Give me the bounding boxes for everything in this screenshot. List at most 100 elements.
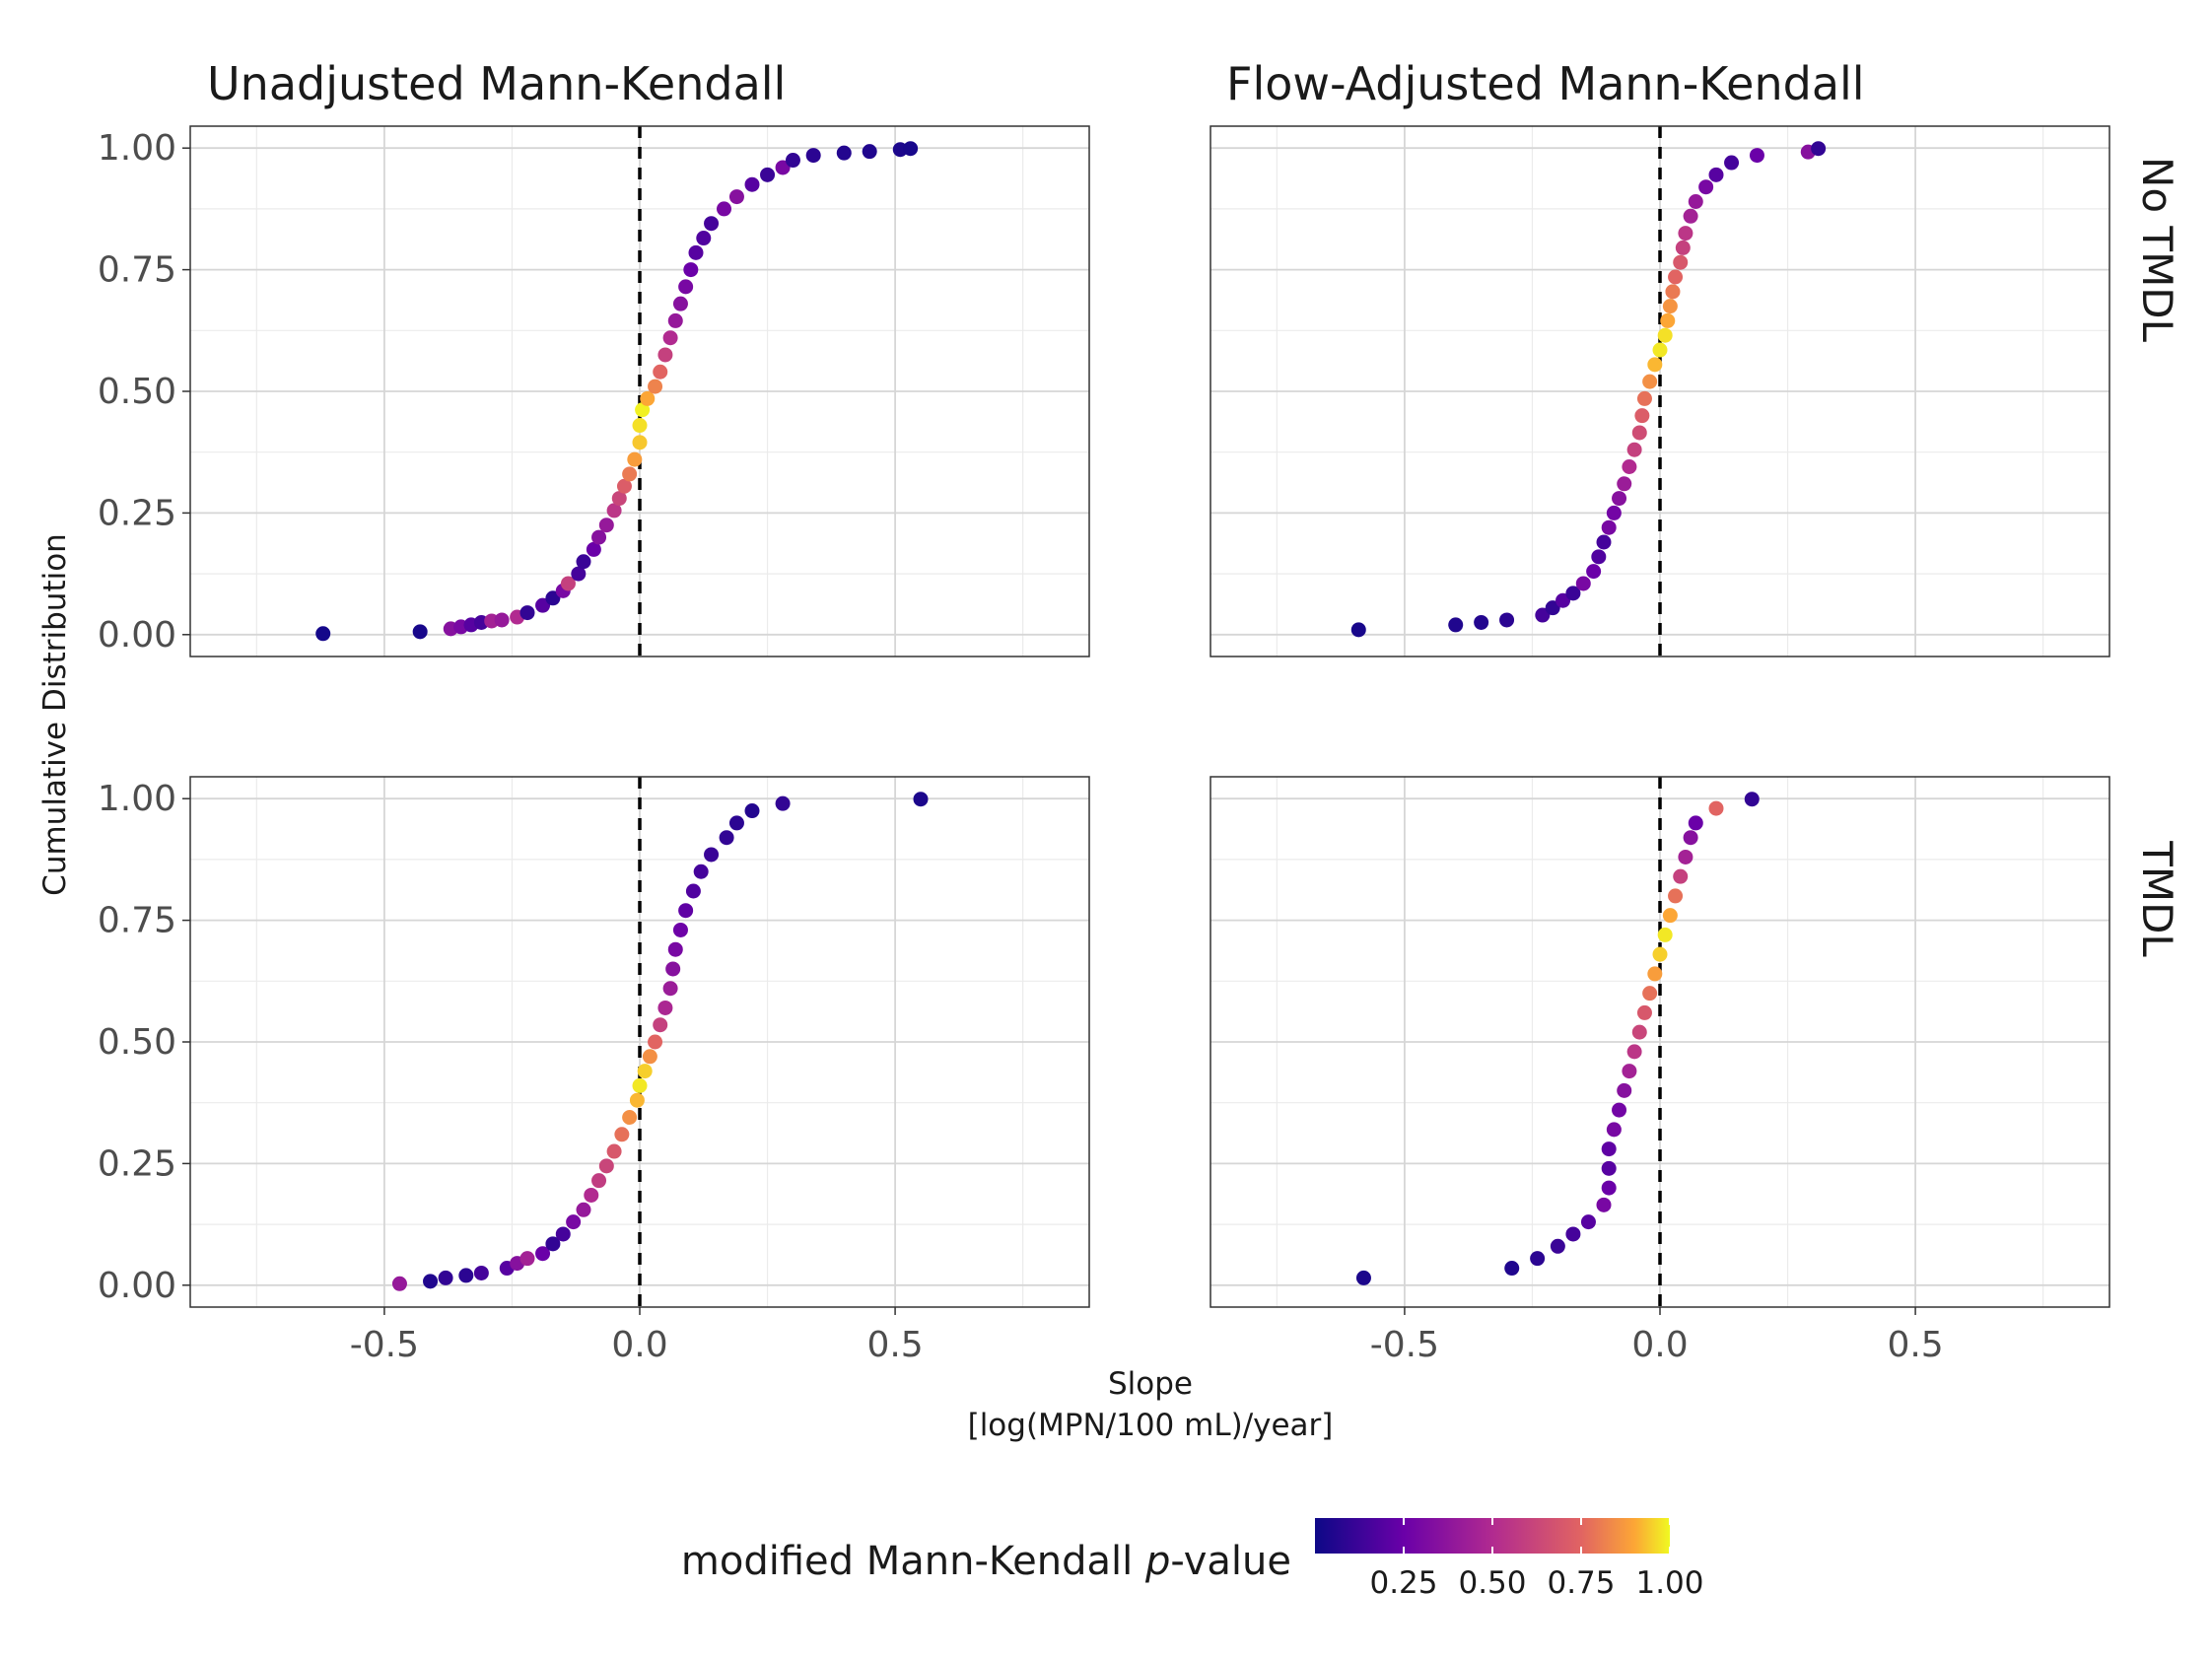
data-point <box>1601 1180 1617 1196</box>
data-point <box>494 612 510 628</box>
data-point <box>566 1214 582 1230</box>
data-point <box>913 792 929 807</box>
data-point <box>598 518 614 533</box>
panel-title-unadjusted: Unadjusted Mann-Kendall <box>207 57 786 110</box>
x-axis-title-line1: Slope <box>1108 1366 1193 1402</box>
data-point <box>586 541 601 557</box>
data-point <box>662 330 678 346</box>
data-point <box>519 1251 535 1267</box>
data-point <box>1504 1261 1520 1277</box>
data-point <box>704 216 720 232</box>
data-point <box>1565 586 1581 601</box>
x-tick-label: 0.5 <box>1887 1325 1943 1365</box>
data-point <box>606 503 622 518</box>
color-legend: modified Mann-Kendall p-value 0.25 0.50 0.… <box>681 1518 1704 1601</box>
data-point <box>1673 868 1689 884</box>
x-tick-label: 0.0 <box>611 1325 667 1365</box>
data-point <box>1749 148 1764 164</box>
data-point <box>862 144 877 160</box>
data-point <box>657 347 673 363</box>
data-point <box>1355 1270 1371 1285</box>
data-point <box>717 201 731 217</box>
legend-title-suffix: -value <box>1170 1539 1291 1584</box>
y-tick-label: 0.75 <box>98 901 176 941</box>
data-point <box>678 903 694 919</box>
data-point <box>1535 607 1551 623</box>
legend-tick-label: 0.75 <box>1547 1565 1615 1601</box>
data-point <box>1668 888 1684 904</box>
data-point <box>672 296 688 311</box>
y-tick-label: 0.50 <box>98 1022 176 1063</box>
data-point <box>1575 576 1591 591</box>
data-point <box>1596 534 1612 550</box>
panel-0: 0.00 0.25 0.50 0.75 1.00 <box>98 125 1090 657</box>
data-point <box>1647 966 1663 982</box>
data-point <box>1626 1044 1642 1060</box>
y-tick-label: 0.50 <box>98 372 176 412</box>
data-point <box>640 390 656 406</box>
data-point <box>785 153 800 169</box>
data-point <box>591 1173 607 1189</box>
data-point <box>1586 564 1602 580</box>
data-point <box>1601 1160 1617 1176</box>
data-point <box>632 435 648 450</box>
legend-title-text: modified Mann-Kendall <box>681 1539 1145 1584</box>
data-point <box>458 1268 474 1283</box>
data-point <box>632 418 648 434</box>
data-point <box>315 626 331 642</box>
data-point <box>728 189 744 205</box>
x-tick-label: 0.5 <box>866 1325 923 1365</box>
data-point <box>423 1274 439 1289</box>
data-point <box>728 815 744 831</box>
data-point <box>760 167 776 182</box>
data-point <box>1601 519 1617 535</box>
data-point <box>685 883 701 899</box>
panel-title-flow-adjusted: Flow-Adjusted Mann-Kendall <box>1226 57 1865 110</box>
y-axis-title: Cumulative Distribution <box>37 533 73 896</box>
data-point <box>1675 240 1691 255</box>
data-point <box>591 529 607 545</box>
data-point <box>1683 208 1698 224</box>
y-tick-label: 0.25 <box>98 493 176 533</box>
data-point <box>648 379 663 394</box>
data-point <box>648 1034 663 1050</box>
data-point <box>1642 986 1658 1002</box>
data-point <box>1601 1141 1617 1157</box>
data-point <box>391 1276 407 1291</box>
data-point <box>704 847 720 863</box>
data-point <box>584 1187 599 1203</box>
data-point <box>1499 612 1515 628</box>
data-point <box>642 1049 657 1065</box>
panel-border <box>1210 125 2110 657</box>
data-point <box>622 466 638 482</box>
data-point <box>1642 374 1658 389</box>
data-point <box>688 244 704 260</box>
data-point <box>665 961 681 977</box>
y-tick-label: 0.00 <box>98 1266 176 1306</box>
data-point <box>744 176 760 192</box>
legend-tick-label: 0.50 <box>1458 1565 1526 1601</box>
data-point <box>616 478 632 494</box>
panel-3: -0.5 0.0 0.5 <box>1210 776 2110 1365</box>
strip-label-tmdl: TMDL <box>2133 840 2181 957</box>
data-point <box>1647 357 1663 373</box>
data-point <box>629 1092 645 1108</box>
data-point <box>1668 269 1684 285</box>
data-point <box>1708 800 1724 816</box>
data-point <box>657 1000 673 1015</box>
data-point <box>805 148 821 164</box>
data-point <box>1622 1064 1637 1079</box>
data-point <box>1555 592 1571 608</box>
legend-ticks: 0.25 0.50 0.75 1.00 <box>1369 1518 1704 1601</box>
data-point <box>1631 1024 1647 1040</box>
data-point <box>1565 1226 1581 1242</box>
data-point <box>672 922 688 937</box>
data-point <box>1636 1004 1652 1020</box>
data-point <box>1724 155 1740 171</box>
data-point <box>1622 459 1637 475</box>
data-point <box>1596 1197 1612 1212</box>
data-point <box>1612 491 1627 507</box>
data-point <box>775 160 791 175</box>
y-tick-label: 0.00 <box>98 615 176 656</box>
